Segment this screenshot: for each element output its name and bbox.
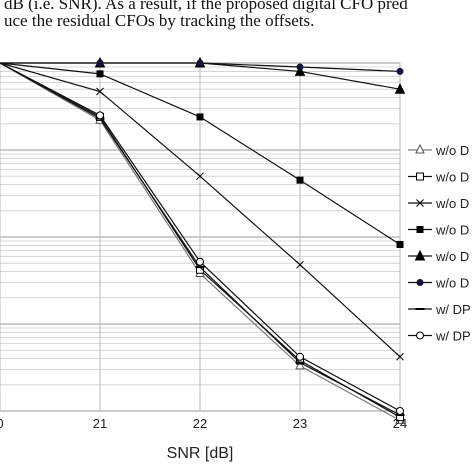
legend-marker (416, 331, 424, 340)
x-tick-label: 24 (393, 416, 407, 431)
data-point (396, 407, 404, 415)
caption-line-1: dB (i.e. SNR). As a result, if the propo… (4, 0, 408, 13)
caption-text: dB (i.e. SNR). As a result, if the propo… (0, 0, 474, 40)
data-point (96, 87, 104, 96)
x-axis-label: SNR [dB] (167, 445, 234, 462)
data-point (296, 176, 304, 184)
legend-marker (414, 249, 426, 261)
legend-item: w/o D (408, 249, 469, 264)
series-4 (0, 62, 404, 248)
legend-item: w/o D (408, 223, 469, 238)
data-point (396, 67, 404, 75)
data-point (196, 59, 204, 67)
data-point (394, 83, 406, 94)
legend-item: w/o D (408, 196, 469, 211)
data-point (296, 352, 304, 361)
legend-label: w/o D (435, 223, 469, 238)
data-point (196, 113, 204, 121)
data-point (296, 260, 304, 269)
series-8 (0, 62, 404, 415)
legend-marker (415, 143, 425, 154)
legend-item: w/ DP (408, 329, 471, 344)
data-point (396, 240, 404, 248)
legend-marker (416, 199, 424, 207)
legend-marker (416, 226, 424, 233)
legend-label: w/o D (435, 249, 469, 264)
x-tick-label: 0 (0, 416, 4, 431)
legend-label: w/o D (435, 196, 469, 211)
legend-marker (416, 172, 424, 181)
data-point (96, 70, 104, 78)
data-point (396, 352, 404, 361)
legend-label: w/o D (435, 143, 469, 158)
legend-marker (416, 279, 424, 286)
data-point (294, 65, 306, 76)
series-6 (0, 59, 404, 75)
data-point (196, 172, 204, 181)
legend-label: w/ DP (435, 302, 471, 317)
x-tick-label: 23 (293, 416, 307, 431)
data-point (295, 359, 305, 370)
data-point (196, 257, 204, 266)
x-tick-label: 21 (93, 416, 107, 431)
legend-item: w/o D (408, 170, 469, 185)
x-tick-labels: 0 21 22 23 24 (0, 416, 407, 431)
x-tick-label: 22 (193, 416, 207, 431)
chart-series (0, 56, 406, 424)
data-point (96, 111, 104, 120)
caption-line-2: uce the residual CFOs by tracking the of… (4, 11, 315, 30)
legend-label: w/o D (435, 170, 469, 185)
legend-item: w/o D (408, 276, 469, 291)
legend-item: w/o D (408, 143, 469, 158)
series-3 (0, 62, 404, 361)
legend-item: w/ DP (408, 302, 471, 317)
chart-legend: w/o D w/o D w/o D w/o D w/o D w/o D w/ DP w/ DP (408, 143, 471, 344)
legend-label: w/ DP (435, 329, 471, 344)
legend-label: w/o D (435, 276, 469, 291)
data-point (96, 59, 104, 67)
data-point (296, 63, 304, 71)
